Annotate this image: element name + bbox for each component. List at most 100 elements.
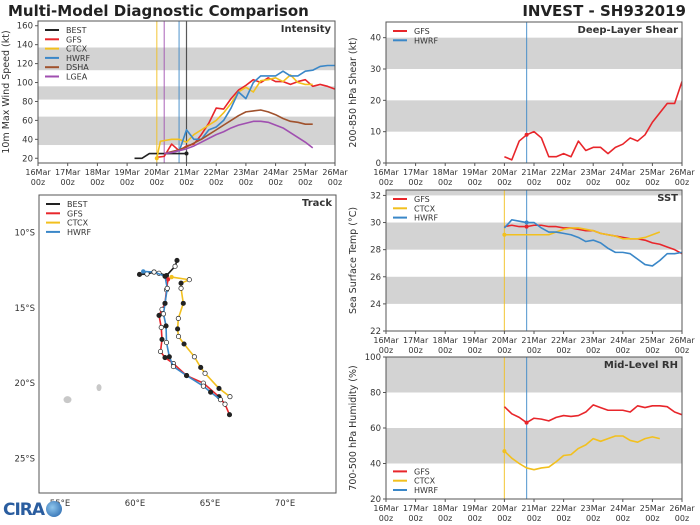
track-point (216, 385, 222, 391)
series-line-hwrf (178, 64, 335, 152)
legend-item-dsha: DSHA (45, 63, 89, 72)
legend-item-ctcx: CTCX (393, 477, 436, 486)
globe-icon (46, 501, 63, 517)
x-tick-date: 26Mar (669, 168, 695, 177)
track-start-point (169, 274, 174, 280)
x-tick-date: 24Mar (610, 168, 636, 177)
track-point (151, 269, 157, 275)
y-tick-label: 160 (17, 22, 33, 32)
track-point (227, 394, 233, 400)
panel-label: Mid-Level RH (604, 360, 678, 371)
track-point (136, 271, 143, 278)
panel-track: 55°E60°E65°E70°E10°S15°S20°S25°STrackBES… (15, 194, 337, 509)
y-tick-label: 100 (365, 353, 381, 363)
init-point-ctcx (502, 449, 507, 454)
y-tick-label: 20 (370, 495, 381, 505)
track-point (174, 257, 180, 264)
y-tick-label: 24 (370, 300, 381, 310)
x-tick-hour: 00z (527, 346, 541, 355)
series-line-lgea (164, 120, 314, 155)
y-tick-label: 30 (370, 219, 381, 229)
x-tick-hour: 00z (379, 514, 393, 523)
x-tick-date: 26Mar (322, 168, 348, 177)
init-point-gfs (524, 132, 529, 137)
panel-label: Deep-Layer Shear (578, 25, 679, 36)
track-point (222, 401, 228, 407)
x-tick-date: 24Mar (263, 168, 289, 177)
legend-label: GFS (414, 195, 430, 204)
legend-label: DSHA (66, 63, 89, 72)
series-line-dsha (164, 109, 313, 155)
track-point (160, 311, 167, 317)
x-tick-date: 25Mar (293, 168, 319, 177)
series-line-ctcx (504, 227, 661, 240)
track-point (170, 364, 176, 370)
x-tick-hour: 00z (438, 346, 452, 355)
track-point (208, 389, 214, 395)
track-point (184, 373, 190, 379)
x-tick-hour: 00z (645, 514, 659, 523)
legend-item-best: BEST (45, 26, 87, 35)
y-tick-label: 25°S (15, 454, 35, 464)
y-tick-label: 100 (17, 79, 33, 89)
island-reunion (63, 396, 72, 404)
x-tick-date: 17Mar (403, 168, 429, 177)
x-tick-date: 22Mar (204, 168, 230, 177)
y-tick-label: 0 (376, 159, 381, 169)
legend-item-gfs: GFS (46, 209, 83, 218)
y-axis-label: 10m Max Wind Speed (kt) (1, 30, 12, 153)
x-tick-hour: 00z (298, 178, 312, 187)
track-point (166, 354, 172, 360)
init-point-gfs (524, 224, 529, 229)
x-tick-hour: 00z (120, 178, 134, 187)
x-tick-hour: 00z (527, 514, 541, 523)
track-point (175, 315, 181, 321)
y-tick-label: 26 (370, 273, 381, 283)
legend-label: HWRF (414, 214, 438, 223)
init-point-ctcx (154, 156, 159, 161)
legend-item-hwrf: HWRF (45, 54, 90, 63)
legend-label: BEST (67, 200, 88, 209)
x-tick-hour: 00z (556, 178, 570, 187)
panel-label: SST (657, 193, 678, 204)
panel-deep-layer-shear: 16Mar00z17Mar00z18Mar00z19Mar00z20Mar00z… (348, 21, 695, 187)
x-tick-hour: 00z (150, 178, 164, 187)
x-tick-hour: 00z (31, 178, 45, 187)
track-point (180, 300, 186, 306)
x-tick-hour: 00z (468, 346, 482, 355)
x-tick-date: 17Mar (403, 336, 429, 345)
x-tick-hour: 00z (328, 178, 342, 187)
track-point (175, 326, 181, 332)
track-point (178, 285, 184, 291)
y-tick-label: 20°S (15, 379, 35, 389)
plot-area (38, 21, 335, 163)
y-tick-label: 140 (17, 41, 33, 51)
y-tick-label: 40 (370, 34, 381, 44)
